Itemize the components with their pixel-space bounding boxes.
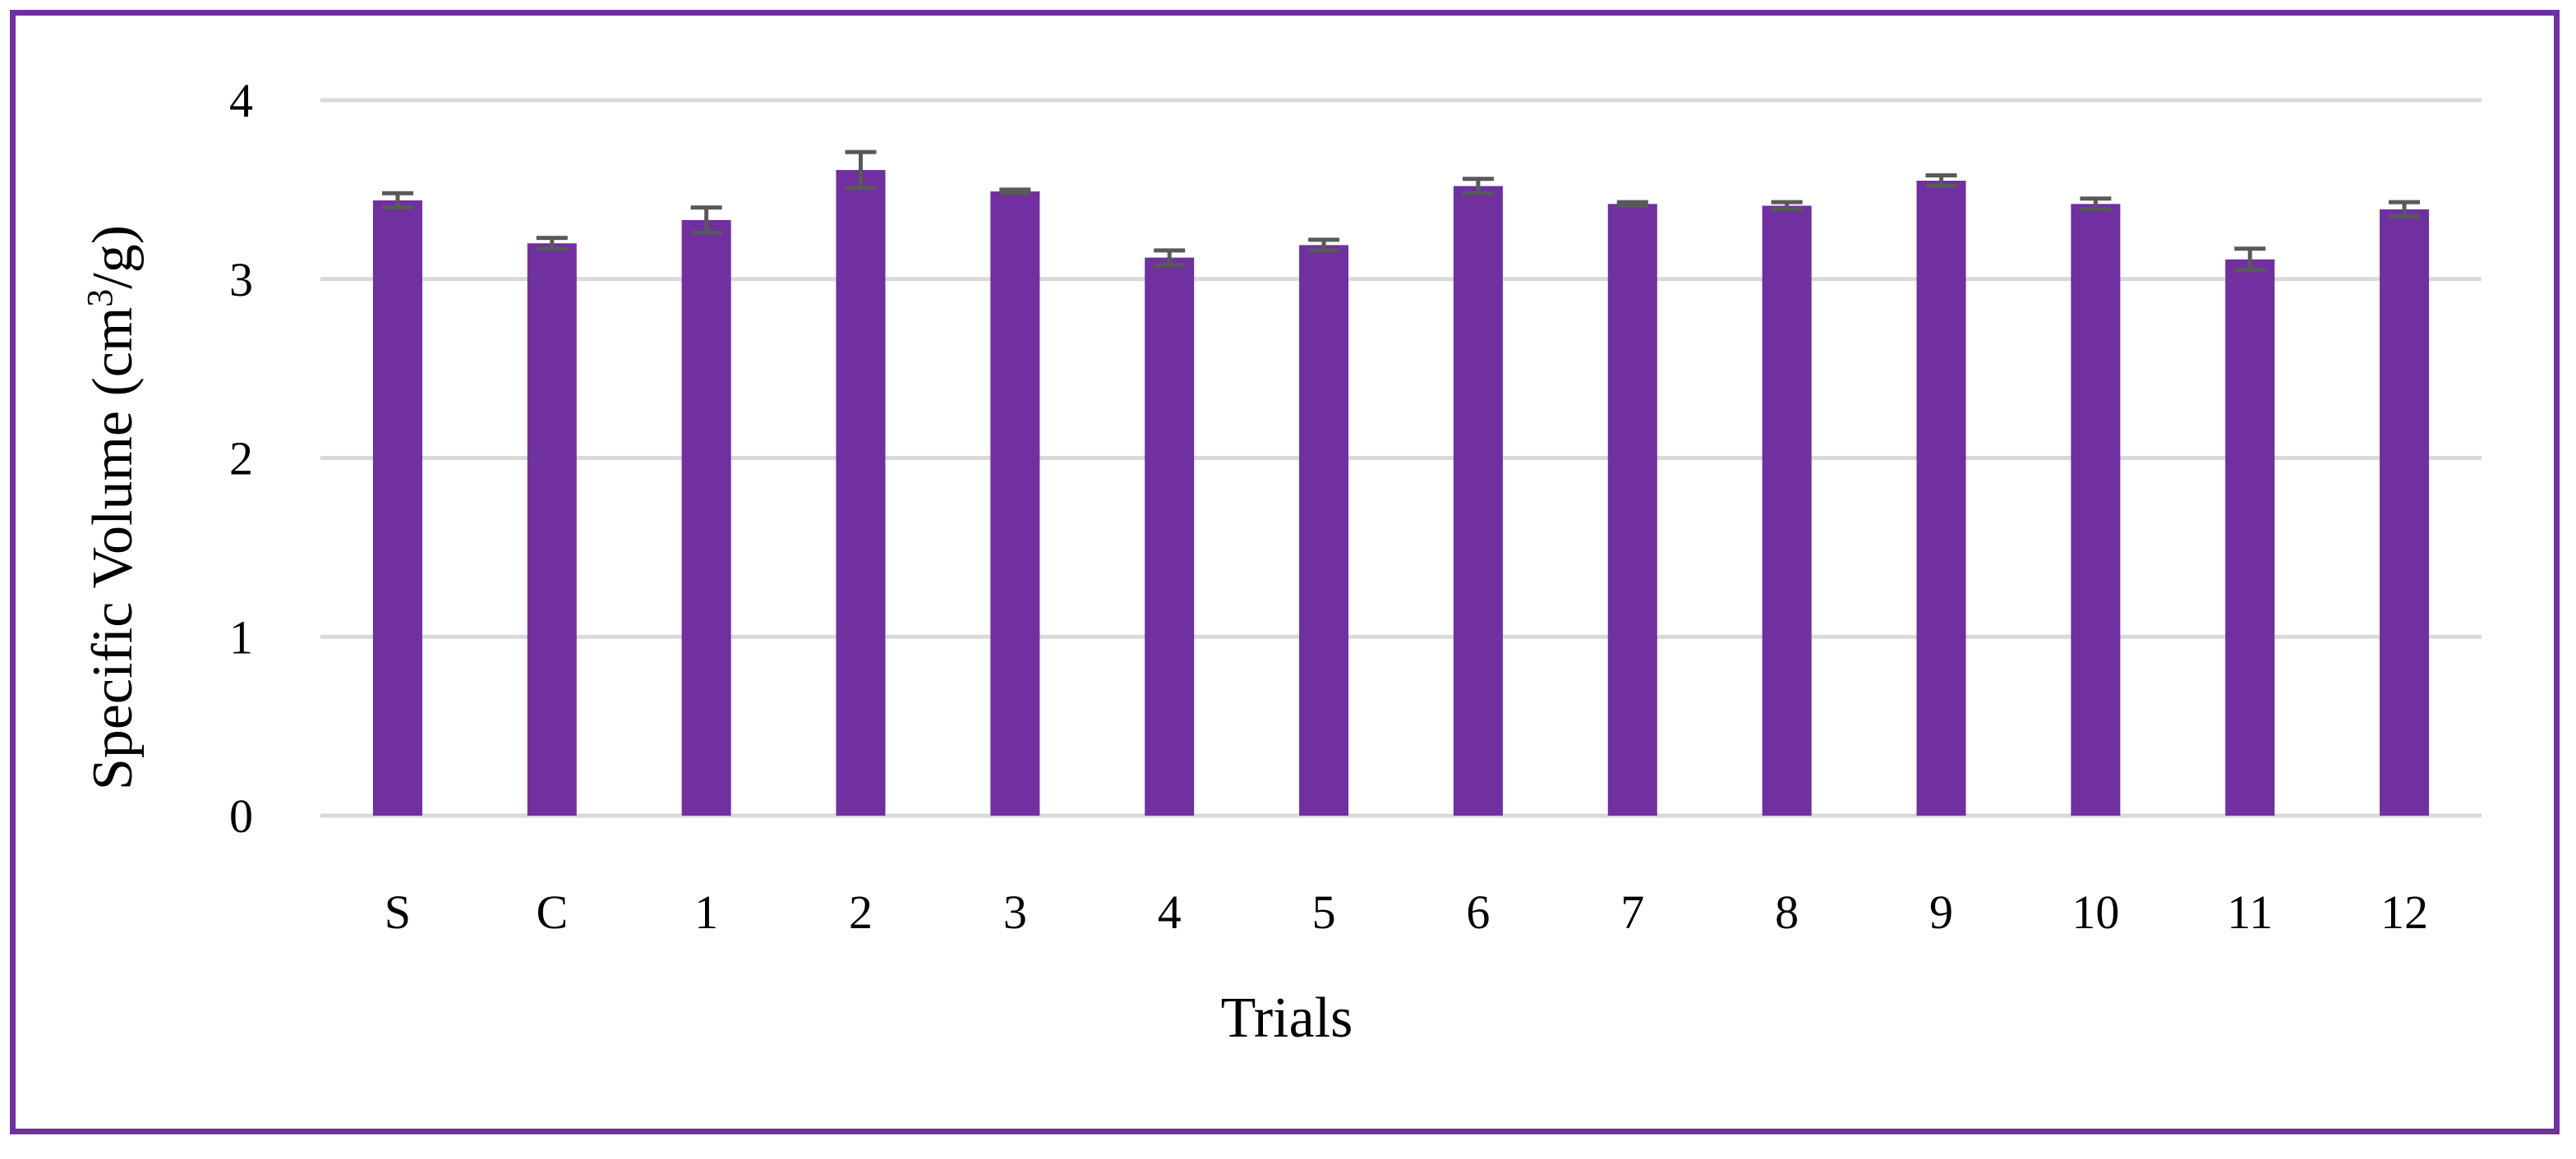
bar-1 <box>681 219 731 816</box>
x-tick-label-8: 8 <box>1775 885 1799 939</box>
error-bar-12 <box>2389 200 2421 219</box>
bar-10 <box>2071 204 2121 816</box>
error-bar-S <box>381 191 413 210</box>
x-tick-label-9: 9 <box>1929 885 1953 939</box>
error-bar-2 <box>845 149 877 191</box>
chart-frame <box>10 10 2560 1134</box>
error-bar-C <box>536 236 568 251</box>
x-axis-title: Trials <box>1221 987 1353 1050</box>
bar-11 <box>2225 259 2275 816</box>
bar-2 <box>836 169 886 816</box>
y-tick-label: 0 <box>229 789 253 843</box>
error-bar-11 <box>2234 246 2266 273</box>
bar-S <box>372 200 422 816</box>
x-tick-label-5: 5 <box>1312 885 1336 939</box>
x-tick-label-1: 1 <box>694 885 718 939</box>
error-bar-1 <box>690 205 722 235</box>
x-tick-label-2: 2 <box>849 885 873 939</box>
error-bar-5 <box>1308 237 1340 253</box>
y-tick-label: 2 <box>229 432 253 485</box>
bar-C <box>527 243 577 816</box>
y-tick-label: 4 <box>229 74 253 127</box>
bar-12 <box>2380 209 2430 816</box>
y-tick-label: 3 <box>229 253 253 306</box>
y-tick-label: 1 <box>229 610 253 664</box>
bar-4 <box>1145 257 1195 816</box>
x-tick-label-11: 11 <box>2227 885 2273 939</box>
x-tick-labels: S C 1 2 3 4 5 6 7 8 9 10 11 12 <box>385 885 2428 939</box>
x-tick-label-7: 7 <box>1620 885 1644 939</box>
bar-3 <box>990 191 1040 816</box>
error-bar-4 <box>1154 248 1186 267</box>
error-bar-8 <box>1771 200 1803 212</box>
error-bar-7 <box>1616 200 1648 208</box>
x-tick-label-6: 6 <box>1466 885 1490 939</box>
x-tick-label-12: 12 <box>2380 885 2428 939</box>
bars <box>372 169 2430 816</box>
x-tick-label-C: C <box>536 885 568 939</box>
y-tick-labels: 0 1 2 3 4 <box>229 74 253 843</box>
x-tick-label-S: S <box>385 885 411 939</box>
error-bar-9 <box>1925 172 1957 189</box>
bar-7 <box>1607 204 1657 816</box>
bar-9 <box>1916 180 1966 816</box>
gridlines <box>320 98 2482 818</box>
error-bar-6 <box>1462 177 1494 195</box>
x-tick-label-4: 4 <box>1158 885 1182 939</box>
error-bar-3 <box>999 187 1031 195</box>
y-axis-title-main: Specific Volume (cm <box>81 307 145 790</box>
x-tick-label-3: 3 <box>1003 885 1027 939</box>
error-bar-10 <box>2080 196 2112 212</box>
y-axis-title-sup: 3 <box>80 289 120 307</box>
x-tick-label-10: 10 <box>2071 885 2119 939</box>
bar-8 <box>1762 205 1812 816</box>
y-axis-title-tail: /g) <box>81 225 145 289</box>
error-bars <box>381 149 2421 273</box>
bar-5 <box>1299 245 1349 816</box>
bar-6 <box>1453 186 1503 816</box>
y-axis-title: Specific Volume (cm3/g) <box>80 225 145 790</box>
